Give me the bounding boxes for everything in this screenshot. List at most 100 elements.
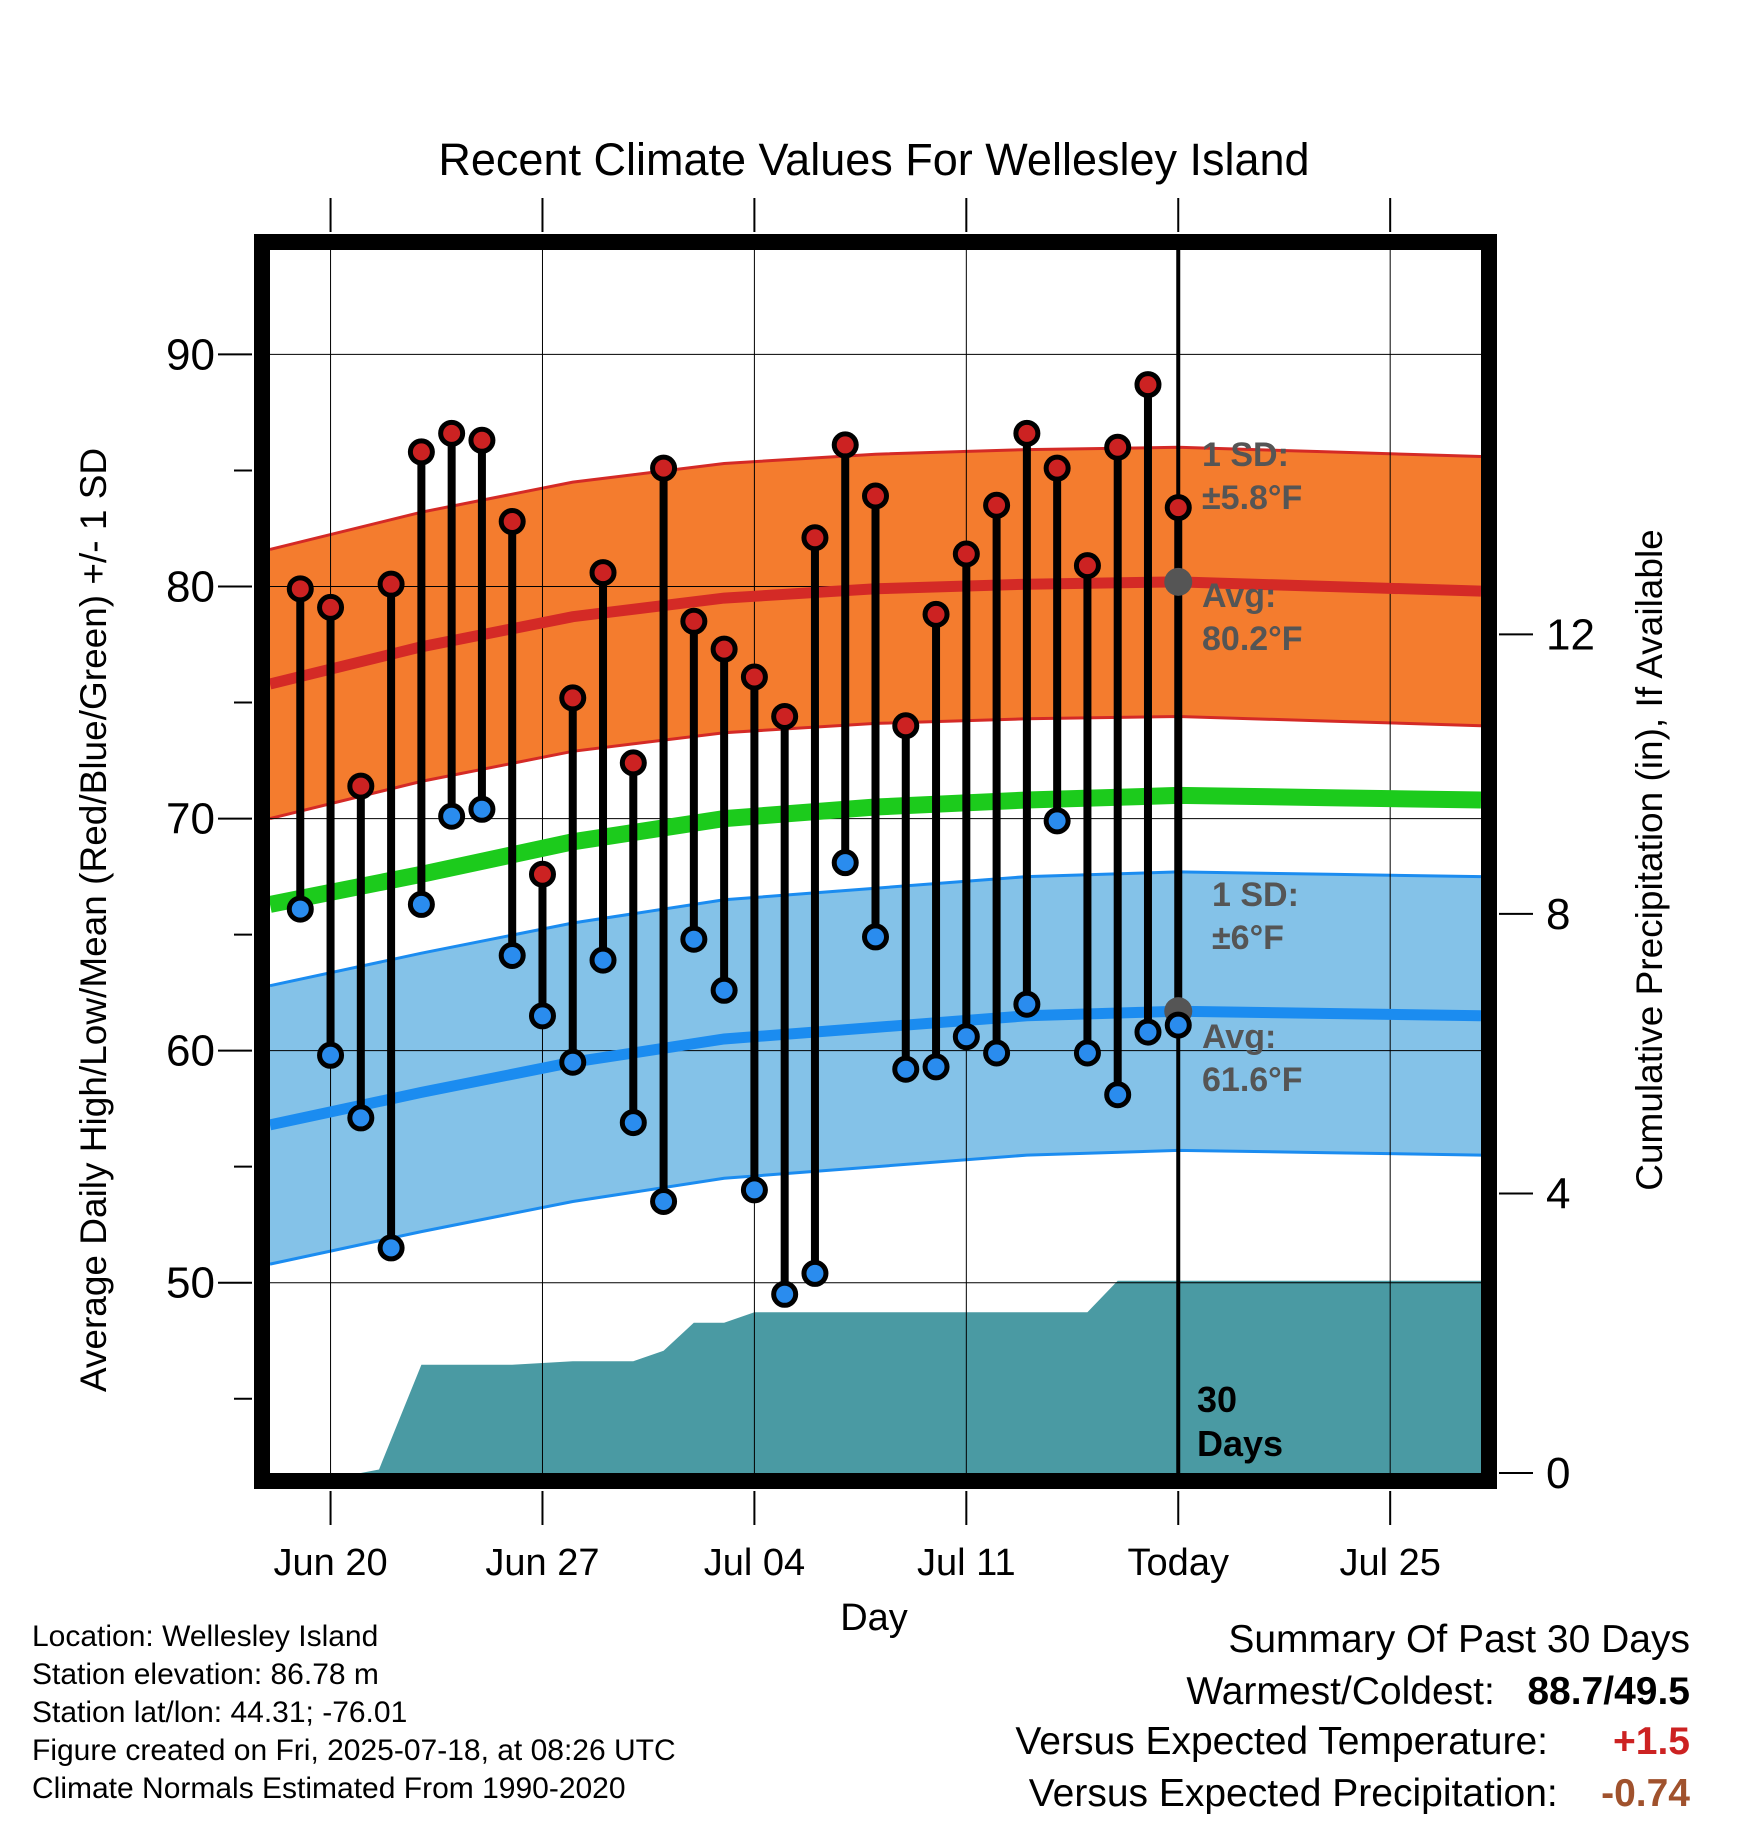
temp-value: +1.5 [1613,1720,1690,1763]
high-sd-upper-edge [269,445,1482,551]
low-avg-value-label: 61.6°F [1202,1061,1303,1099]
daily-high-point [952,540,980,568]
daily-high-point [377,570,405,598]
daily-low-point [650,1187,678,1215]
daily-low-point [438,802,466,830]
daily-high-point [1134,371,1162,399]
axes: 90 80 70 60 50 12 8 4 0 Jun 20 Jun 27 Jul 04 Jul 11 T… [166,198,1595,1584]
low-sd-value-label: ±6°F [1212,919,1284,957]
daily-low-point [559,1048,587,1076]
daily-high-point [347,772,375,800]
daily-high-point [317,593,345,621]
today-high-avg-marker [1164,567,1193,596]
daily-high-point [286,575,314,603]
y2-tick-label: 4 [1546,1169,1570,1218]
daily-high-point [468,426,496,454]
y-tick-label: 70 [166,795,215,844]
warm-cold-value: 88.7/49.5 [1527,1670,1690,1713]
low-avg-label: Avg: [1202,1018,1276,1056]
daily-low-point [407,890,435,918]
daily-low-point [468,795,496,823]
warm-cold-label: Warmest/Coldest: [1186,1670,1495,1713]
latlon-text: Station lat/lon: 44.31; -76.01 [32,1696,408,1729]
daily-low-point [1043,807,1071,835]
daily-high-point [619,749,647,777]
daily-low-point [801,1259,829,1287]
daily-low-point [952,1023,980,1051]
daily-high-point [589,559,617,587]
daily-high-point [498,508,526,536]
y2-axis-label: Cumulative Precipitation (in), If Availa… [1629,529,1670,1191]
daily-low-point [771,1280,799,1308]
daily-high-point [831,431,859,459]
daily-low-point [286,895,314,923]
elevation-text: Station elevation: 86.78 m [32,1658,379,1691]
daily-low-point [377,1234,405,1262]
daily-high-point [892,712,920,740]
daily-low-point [1013,990,1041,1018]
summary-warm-cold: Warmest/Coldest: 88.7/49.5 [1186,1670,1690,1714]
days-count-label: 30 [1197,1379,1237,1420]
daily-high-point [1104,433,1132,461]
daily-low-point [498,941,526,969]
days-word-label: Days [1197,1423,1283,1464]
x-tick-label: Today [1128,1542,1229,1584]
normal-low-line [268,1005,1482,1131]
high-avg-value-label: 80.2°F [1202,620,1303,658]
daily-high-point [650,454,678,482]
daily-high-point [438,419,466,447]
high-avg-label: Avg: [1202,577,1276,615]
daily-high-point [771,702,799,730]
station-info: Location: Wellesley Island Station eleva… [32,1618,676,1808]
low-sd-label: 1 SD: [1212,876,1299,914]
daily-low-point [892,1055,920,1083]
y2-tick-label: 0 [1546,1449,1570,1498]
daily-high-point [862,482,889,510]
daily-low-point [1164,1011,1192,1039]
location-text: Location: Wellesley Island [32,1620,379,1653]
daily-low-point [710,976,738,1004]
y-axis-label: Average Daily High/Low/Mean (Red/Blue/Gr… [73,448,114,1392]
x-axis-label: Day [840,1597,908,1639]
high-sd-value-label: ±5.8°F [1202,479,1302,517]
daily-low-point [1104,1081,1132,1109]
daily-low-point [831,849,859,877]
x-tick-label: Jun 27 [485,1542,599,1584]
daily-high-point [740,663,768,691]
daily-high-point [1073,552,1101,580]
daily-low-point [317,1041,345,1069]
x-tick-label: Jul 25 [1339,1542,1440,1584]
low-sd-lower-edge [269,1148,1482,1266]
normals-text: Climate Normals Estimated From 1990-2020 [32,1772,626,1805]
created-text: Figure created on Fri, 2025-07-18, at 08… [32,1734,676,1767]
daily-low-point [740,1176,768,1204]
daily-low-point [983,1039,1011,1067]
x-tick-label: Jul 11 [917,1542,1016,1584]
daily-low-point [862,923,889,951]
daily-high-point [1043,454,1071,482]
plot-frame [254,234,1497,1489]
daily-high-point [983,491,1011,519]
summary-precip: Versus Expected Precipitation: -0.74 [1029,1772,1690,1816]
y2-tick-label: 12 [1546,610,1595,659]
daily-high-point [710,635,738,663]
daily-low-point [347,1104,375,1132]
daily-high-point [528,860,556,888]
daily-high-point [680,607,708,635]
daily-low-point [528,1002,556,1030]
high-sd-label: 1 SD: [1202,436,1289,474]
x-tick-label: Jul 04 [704,1542,805,1584]
daily-high-point [407,438,435,466]
y-tick-label: 80 [166,562,215,611]
chart-title: Recent Climate Values For Wellesley Isla… [438,134,1309,185]
y-tick-label: 60 [166,1027,215,1076]
daily-high-point [1164,494,1192,522]
plot-area: 1 SD: ±5.8°F Avg: 80.2°F 1 SD: ±6°F Avg: 61.6°F… [268,250,1482,1473]
precip-label: Versus Expected Precipitation: [1028,1772,1558,1815]
precip-area [270,1280,1481,1473]
summary-temp: Versus Expected Temperature: +1.5 [1015,1720,1690,1764]
daily-high-point [801,524,829,552]
daily-low-point [589,946,617,974]
daily-low-point [922,1053,950,1081]
